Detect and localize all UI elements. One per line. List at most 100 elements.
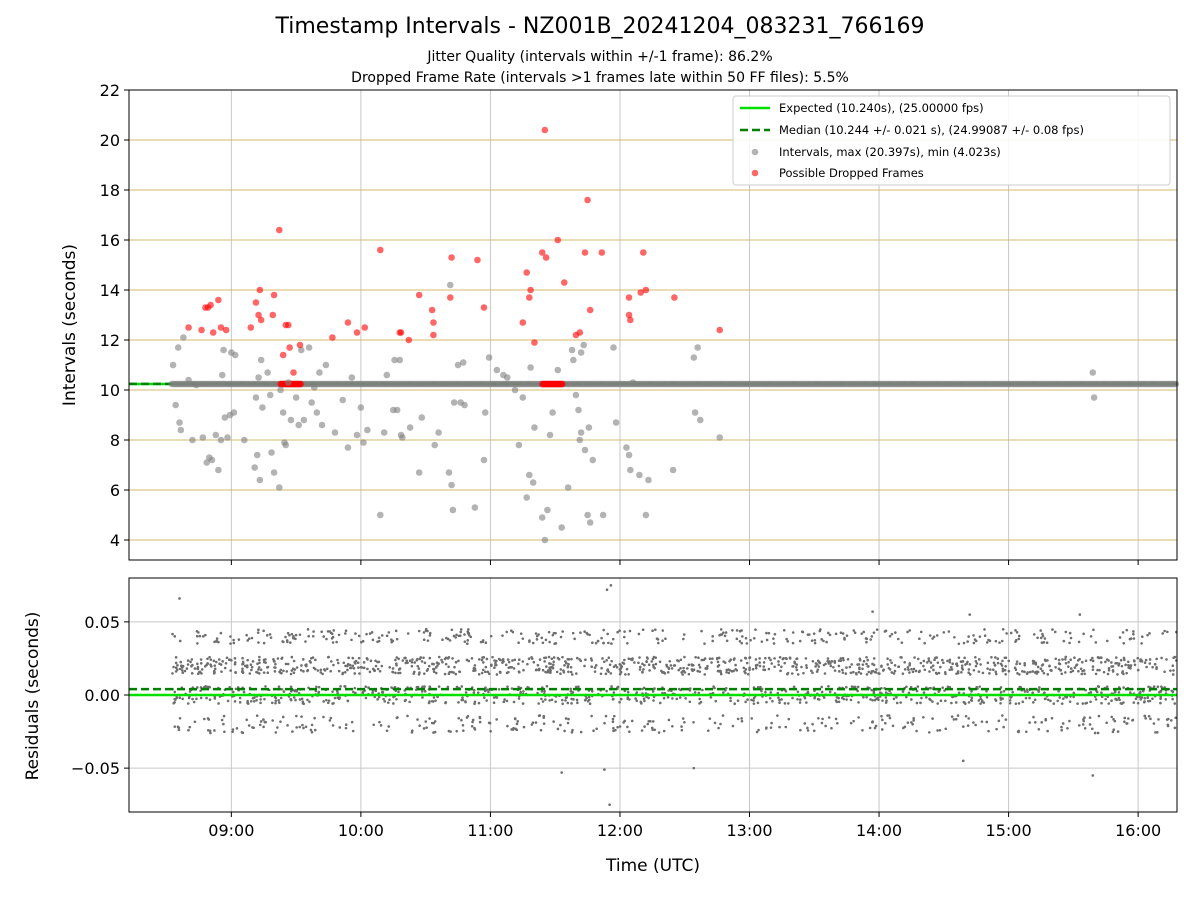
residual-point [1132, 637, 1136, 640]
residual-point [1163, 670, 1166, 674]
residual-point [356, 661, 360, 665]
residual-point [1165, 630, 1169, 634]
interval-point [546, 431, 554, 439]
residual-point [339, 685, 342, 688]
residual-point [312, 666, 316, 670]
residual-point [251, 660, 255, 663]
residual-point [1054, 657, 1058, 661]
dropped-point [598, 249, 606, 256]
residual-point [424, 720, 428, 723]
residual-point [1041, 634, 1045, 638]
residual-point [777, 660, 780, 663]
residual-point [892, 672, 896, 675]
residual-point [1031, 670, 1034, 673]
interval-point [199, 434, 207, 441]
residual-point [331, 690, 334, 693]
residual-point [385, 729, 389, 733]
residual-point [1034, 661, 1038, 665]
residual-point [1097, 714, 1101, 718]
residual-point [213, 729, 216, 732]
residual-point [441, 638, 444, 641]
residual-point [849, 698, 853, 702]
residual-outlier [560, 771, 563, 774]
residual-point [610, 659, 613, 663]
top-y-tick-label: 12 [100, 331, 120, 350]
residual-point [662, 696, 666, 700]
residual-point [683, 655, 686, 659]
interval-point [696, 416, 704, 424]
residual-point [800, 630, 804, 634]
x-tick-label: 12:00 [597, 821, 643, 840]
residual-point [1021, 670, 1024, 673]
residual-point [230, 659, 233, 662]
residual-point [1004, 664, 1007, 668]
residual-point [1091, 659, 1095, 663]
residual-point [417, 667, 421, 670]
residual-point [692, 668, 696, 671]
residual-point [300, 664, 303, 667]
residual-point [208, 655, 211, 659]
residual-point [927, 657, 931, 660]
interval-point [277, 386, 284, 394]
residual-point [428, 717, 431, 720]
residual-point [946, 659, 949, 663]
residual-point [717, 726, 720, 730]
residual-point [677, 668, 680, 672]
residual-point [866, 658, 869, 662]
residual-point [654, 628, 657, 631]
residual-point [1107, 668, 1111, 672]
interval-point [268, 449, 275, 456]
residual-point [618, 725, 622, 728]
residual-point [1155, 731, 1159, 734]
dropped-point [560, 279, 568, 286]
residual-point [773, 657, 776, 660]
residual-point [346, 699, 350, 703]
residual-point [264, 658, 267, 661]
residual-point [517, 658, 521, 662]
residual-point [387, 725, 391, 728]
residual-point [1038, 686, 1041, 689]
interval-point [584, 511, 591, 519]
residual-point [291, 667, 295, 671]
residual-point [567, 717, 570, 721]
residual-point [977, 699, 981, 702]
residual-point [919, 701, 922, 705]
residual-point [977, 670, 981, 673]
residual-point [817, 716, 820, 720]
residual-point [495, 718, 498, 721]
residual-point [1118, 698, 1121, 702]
residual-point [333, 696, 337, 700]
residual-point [1043, 697, 1047, 701]
residual-point [196, 662, 199, 666]
dropped-point [531, 339, 538, 346]
residual-point [1171, 697, 1174, 701]
residual-point [482, 656, 486, 659]
residual-point [1139, 659, 1142, 663]
residual-point [585, 631, 589, 635]
residual-point [220, 718, 224, 722]
residual-point [444, 662, 448, 666]
residual-point [294, 633, 298, 637]
residual-point [1078, 657, 1081, 661]
residual-point [780, 665, 783, 669]
residual-point [512, 700, 516, 704]
x-tick-label: 11:00 [467, 821, 513, 840]
residual-point [634, 697, 637, 700]
residual-point [1023, 661, 1026, 665]
residual-point [1003, 668, 1007, 672]
residual-point [884, 691, 888, 694]
residual-point [1100, 691, 1103, 695]
interval-point [446, 281, 454, 289]
residual-point [999, 662, 1003, 666]
residual-point [974, 723, 977, 727]
residual-point [206, 662, 209, 665]
residual-point [980, 720, 984, 723]
residual-point [388, 698, 391, 702]
residual-point [561, 630, 564, 633]
residual-point [411, 658, 414, 661]
residual-point [207, 718, 211, 721]
interval-point [279, 409, 287, 416]
dropped-point [296, 341, 304, 349]
residual-point [277, 699, 280, 702]
residual-point [246, 639, 250, 642]
